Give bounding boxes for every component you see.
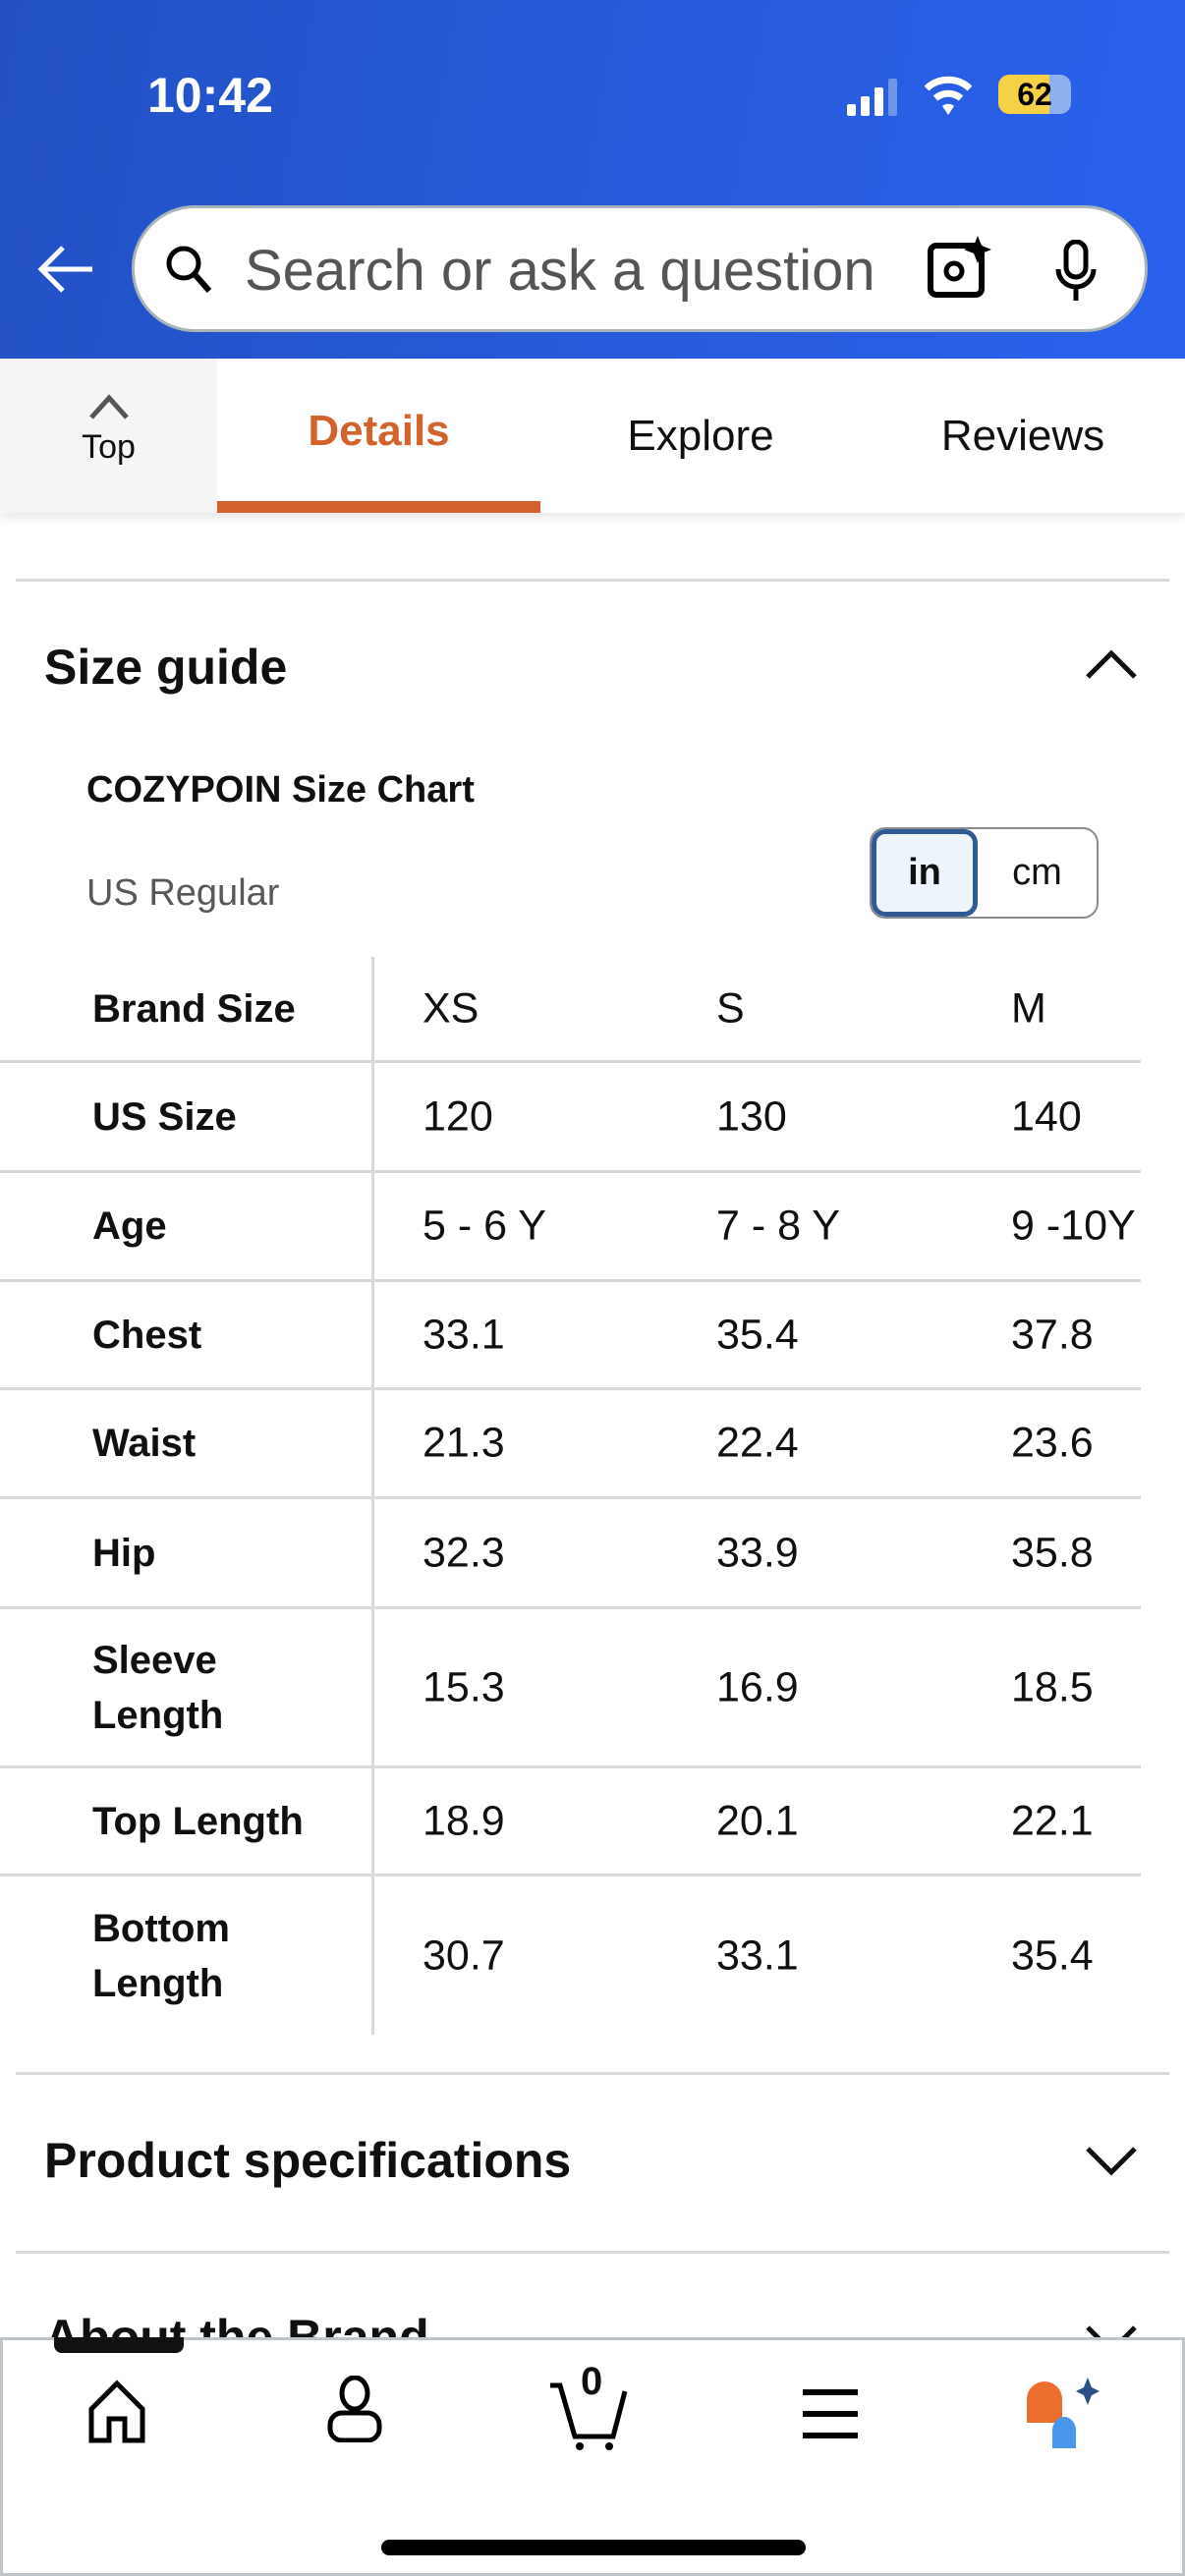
size-chart-title: COZYPOIN Size Chart	[86, 769, 475, 811]
tab-details[interactable]: Details	[308, 406, 450, 455]
divider	[16, 2072, 1169, 2075]
row-label: US Size	[92, 1094, 237, 1139]
table-cell: 33.1	[716, 1932, 799, 1979]
cart-count: 0	[581, 2360, 603, 2403]
back-arrow-icon[interactable]	[35, 244, 94, 295]
table-cell: 30.7	[423, 1932, 505, 1979]
row-label: Waist	[92, 1422, 197, 1465]
table-cell: 35.4	[716, 1311, 799, 1358]
table-cell: 16.9	[716, 1663, 799, 1710]
menu-icon[interactable]	[803, 2389, 858, 2438]
divider	[16, 579, 1169, 582]
table-cell: M	[1011, 984, 1046, 1032]
scroll-top-button[interactable]: Top	[0, 359, 217, 513]
table-cell: 33.1	[423, 1311, 505, 1358]
size-region: US Regular	[86, 872, 280, 914]
table-cell: 35.8	[1011, 1529, 1094, 1576]
search-icon	[166, 246, 212, 293]
search-input[interactable]: Search or ask a question	[245, 239, 875, 303]
table-cell: 9 -10Y	[1011, 1202, 1136, 1250]
wifi-icon	[924, 76, 973, 115]
table-row: Top Length 18.9 20.1 22.1	[0, 1768, 1141, 1876]
signal-icon	[847, 79, 897, 116]
table-cell: 23.6	[1011, 1419, 1094, 1467]
unit-cm-button[interactable]: cm	[1012, 852, 1062, 893]
unit-toggle: in cm	[870, 827, 1099, 919]
table-column-divider	[371, 957, 374, 2035]
table-cell: 18.9	[423, 1797, 505, 1844]
status-time: 10:42	[147, 68, 273, 123]
row-label: Chest	[92, 1313, 202, 1357]
table-cell: 32.3	[423, 1529, 505, 1576]
active-tab-indicator	[217, 501, 540, 513]
size-guide-title[interactable]: Size guide	[44, 640, 288, 695]
chevron-up-icon	[88, 394, 129, 420]
microphone-icon[interactable]	[1054, 240, 1098, 303]
home-tab-indicator	[54, 2337, 184, 2353]
table-cell: 20.1	[716, 1797, 799, 1844]
account-icon[interactable]	[325, 2376, 384, 2442]
table-row: Sleeve Length 15.3 16.9 18.5	[0, 1609, 1141, 1768]
table-cell: 5 - 6 Y	[423, 1202, 546, 1250]
divider	[16, 2251, 1169, 2254]
table-cell: 15.3	[423, 1663, 505, 1710]
table-cell: 35.4	[1011, 1932, 1094, 1979]
battery-indicator: 62	[998, 75, 1071, 114]
table-cell: XS	[423, 984, 480, 1032]
table-cell: 22.4	[716, 1419, 799, 1467]
rufus-assistant-icon[interactable]	[1025, 2378, 1101, 2448]
size-table: Brand Size XS S M US Size 120 130 140 Age 5 - 6 Y…	[0, 957, 1141, 2035]
row-label: Hip	[92, 1531, 156, 1575]
home-icon[interactable]	[87, 2380, 146, 2444]
table-row: US Size 120 130 140	[0, 1063, 1141, 1173]
table-cell: 22.1	[1011, 1797, 1094, 1844]
home-indicator	[381, 2540, 806, 2555]
table-row: Chest 33.1 35.4 37.8	[0, 1282, 1141, 1390]
table-row: Age 5 - 6 Y 7 - 8 Y 9 -10Y	[0, 1173, 1141, 1282]
table-cell: 120	[423, 1092, 493, 1140]
table-cell: 37.8	[1011, 1311, 1094, 1358]
table-cell: 140	[1011, 1092, 1082, 1140]
top-label: Top	[82, 428, 136, 466]
table-cell: 7 - 8 Y	[716, 1202, 840, 1250]
row-label: Sleeve Length	[92, 1638, 224, 1737]
table-cell: S	[716, 984, 745, 1032]
row-label: Top Length	[92, 1799, 304, 1843]
tab-explore[interactable]: Explore	[627, 411, 774, 460]
camera-lens-icon[interactable]	[927, 236, 991, 301]
search-bar[interactable]: Search or ask a question	[132, 205, 1148, 332]
bottom-nav: 0	[0, 2337, 1185, 2576]
product-specs-title[interactable]: Product specifications	[44, 2133, 572, 2188]
chevron-down-icon[interactable]	[1085, 2146, 1138, 2177]
chevron-up-icon[interactable]	[1085, 648, 1138, 680]
table-cell: 21.3	[423, 1419, 505, 1467]
row-label: Age	[92, 1204, 167, 1248]
tab-bar: Top Details Explore Reviews	[0, 359, 1185, 513]
unit-in-button[interactable]: in	[872, 829, 978, 917]
table-cell: 130	[716, 1092, 787, 1140]
table-cell: 18.5	[1011, 1663, 1094, 1710]
table-row: Hip 32.3 33.9 35.8	[0, 1499, 1141, 1609]
row-label: Bottom Length	[92, 1906, 230, 2005]
table-cell: 33.9	[716, 1529, 799, 1576]
tab-reviews[interactable]: Reviews	[940, 411, 1105, 460]
cart-icon[interactable]	[548, 2372, 637, 2450]
table-row: Brand Size XS S M	[0, 957, 1141, 1063]
table-row: Bottom Length 30.7 33.1 35.4	[0, 1876, 1141, 2035]
table-row: Waist 21.3 22.4 23.6	[0, 1390, 1141, 1499]
header: 10:42 62 Search or ask a question	[0, 0, 1185, 359]
row-label: Brand Size	[92, 986, 296, 1031]
